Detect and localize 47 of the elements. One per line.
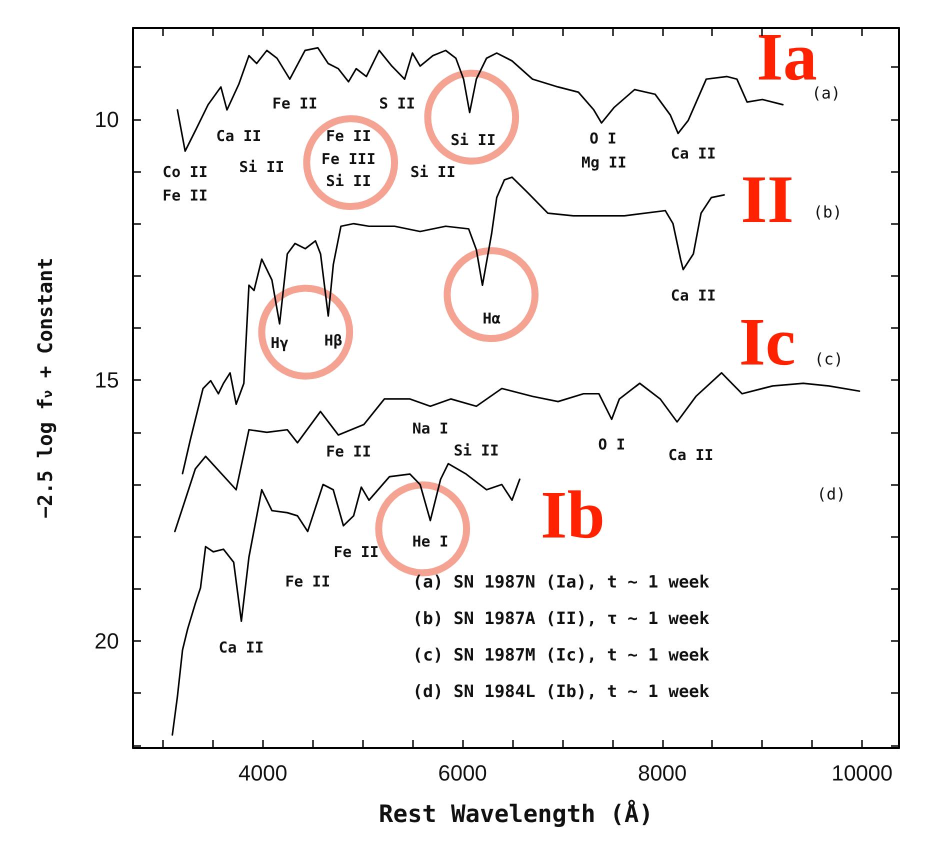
- annotation: Fe III: [321, 150, 376, 168]
- annotation: (c) SN 1987M (Ic), t ~ 1 week: [412, 645, 710, 666]
- annotation: Hα: [482, 310, 501, 328]
- annotation: (a) SN 1987N (Ia), t ~ 1 week: [412, 572, 710, 592]
- annotation: Ca II: [670, 144, 716, 163]
- annotation: Fe II: [326, 442, 372, 461]
- annotation: (b) SN 1987A (II), τ ~ 1 week: [412, 608, 710, 629]
- annotation: Co II: [162, 163, 208, 181]
- annotation: Hβ: [324, 332, 342, 350]
- annotation: He I: [412, 532, 448, 550]
- annotation: Fe II: [272, 94, 318, 113]
- annotation: (a): [812, 84, 841, 103]
- annotation: O I: [589, 130, 617, 148]
- annotation: II: [740, 161, 794, 238]
- y-tick-label: 15: [94, 368, 119, 393]
- annotation: Si II: [410, 163, 456, 181]
- x-tick-label: 4000: [238, 760, 288, 786]
- annotation: (d): [816, 484, 846, 504]
- annotation: Fe II: [326, 127, 372, 145]
- annotation: Ca II: [218, 638, 264, 656]
- annotation: Fe II: [334, 542, 379, 561]
- annotation: Si II: [239, 158, 284, 176]
- annotation: O I: [598, 435, 626, 454]
- annotation: Ib: [540, 476, 605, 552]
- x-tick-label: 8000: [638, 760, 687, 786]
- x-tick-label: 6000: [438, 760, 488, 786]
- annotation: (d) SN 1984L (Ib), t ~ 1 week: [412, 682, 710, 702]
- annotation: Si II: [454, 442, 499, 460]
- x-axis-title: Rest Wavelength (Å): [378, 799, 654, 828]
- annotation: (b): [813, 202, 842, 222]
- annotation: Na I: [412, 420, 448, 438]
- y-tick-label: 10: [94, 106, 119, 132]
- annotation: Si II: [326, 172, 372, 190]
- annotation: (c): [814, 349, 844, 368]
- annotation: Fe II: [285, 572, 330, 591]
- annotation: Si II: [450, 131, 496, 150]
- annotation: Mg II: [581, 154, 627, 172]
- annotation: Ca II: [216, 127, 262, 145]
- annotation: Fe II: [162, 186, 208, 204]
- annotation: Ca II: [670, 286, 716, 305]
- y-axis-title: −2.5 log fν + Constant: [33, 258, 57, 518]
- annotation: Ca II: [668, 446, 714, 464]
- x-tick-label: 10000: [831, 760, 893, 786]
- annotation: Ic: [738, 304, 796, 380]
- y-tick-label: 20: [94, 628, 119, 654]
- annotation: S II: [379, 94, 416, 113]
- annotation: Hγ: [270, 334, 289, 352]
